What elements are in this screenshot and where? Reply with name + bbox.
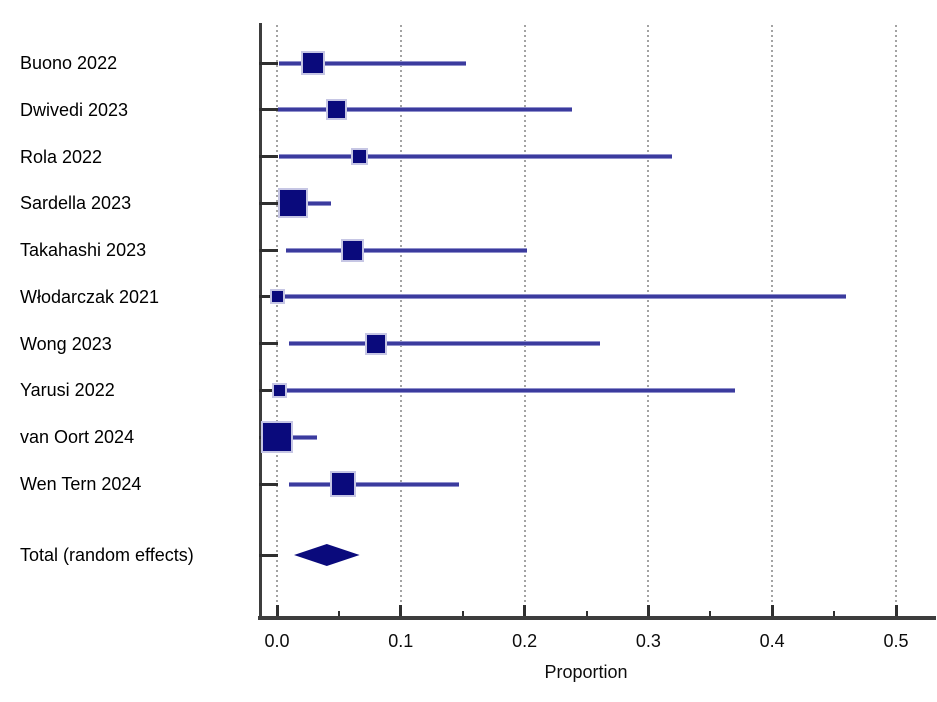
x-axis-minor-tick [337,611,340,616]
ci-line [277,294,847,300]
ci-line [285,247,528,253]
y-axis-row-tick [259,388,278,392]
estimate-square [325,99,347,121]
study-label: Takahashi 2023 [20,240,147,261]
gridline [276,25,278,616]
x-axis-major-tick [770,605,774,616]
study-label: Yarusi 2022 [20,380,115,401]
estimate-square [278,188,309,219]
study-label: Wong 2023 [20,333,112,354]
estimate-square [351,148,369,166]
study-label: van Oort 2024 [20,427,135,448]
ci-line [279,60,467,66]
x-axis-tick-label: 0.0 [264,631,290,651]
study-label: Włodarczak 2021 [20,286,160,307]
y-axis-row-tick [259,553,278,557]
estimate-square [365,332,388,355]
ci-line [277,387,736,393]
y-axis-row-tick [259,61,278,65]
y-axis-row-tick [259,248,278,252]
x-axis-minor-tick [461,611,464,616]
study-label: Wen Tern 2024 [20,474,142,495]
estimate-square [329,471,356,498]
ci-line [289,481,459,487]
y-axis-row-tick [259,155,278,159]
ci-line [279,154,672,160]
estimate-square [261,421,293,454]
study-label: Sardella 2023 [20,193,132,214]
x-axis-major-tick [399,605,403,616]
x-axis-major-tick [646,605,650,616]
y-axis-row-tick [259,342,278,346]
x-axis-minor-tick [585,611,588,616]
estimate-square [341,238,365,262]
y-axis-row-tick [259,482,278,486]
study-label: Buono 2022 [20,53,118,73]
x-axis-major-tick [894,605,898,616]
gridline [771,25,774,616]
x-axis-minor-tick [833,611,836,616]
study-label: Dwivedi 2023 [20,99,129,120]
estimate-square [269,289,285,305]
ci-line [289,341,601,347]
y-axis-row-tick [259,201,278,205]
estimate-square [271,382,287,398]
x-axis-tick-label: 0.2 [512,631,538,651]
x-axis-major-tick [275,605,279,616]
x-axis-line [258,616,936,620]
x-axis-minor-tick [709,611,712,616]
y-axis-row-tick [259,108,278,112]
x-axis-title: Proportion [544,662,628,682]
total-label: Total (random effects) [20,545,194,565]
x-axis-tick-label: 0.4 [759,631,785,651]
gridline [895,25,897,616]
ci-line [277,434,317,440]
x-axis-tick-label: 0.3 [635,631,661,651]
x-axis-major-tick [523,605,527,616]
study-label: Rola 2022 [20,146,103,167]
y-axis-row-tick [259,295,278,299]
ci-line [278,107,572,113]
y-axis-line [259,23,262,620]
total-diamond [294,544,360,566]
gridline [647,25,650,616]
x-axis-tick-label: 0.1 [388,631,414,651]
x-axis-tick-label: 0.5 [883,631,909,651]
total-diamond-shape [294,544,360,566]
gridline [523,25,526,616]
gridline [399,25,402,616]
estimate-square [300,51,325,75]
